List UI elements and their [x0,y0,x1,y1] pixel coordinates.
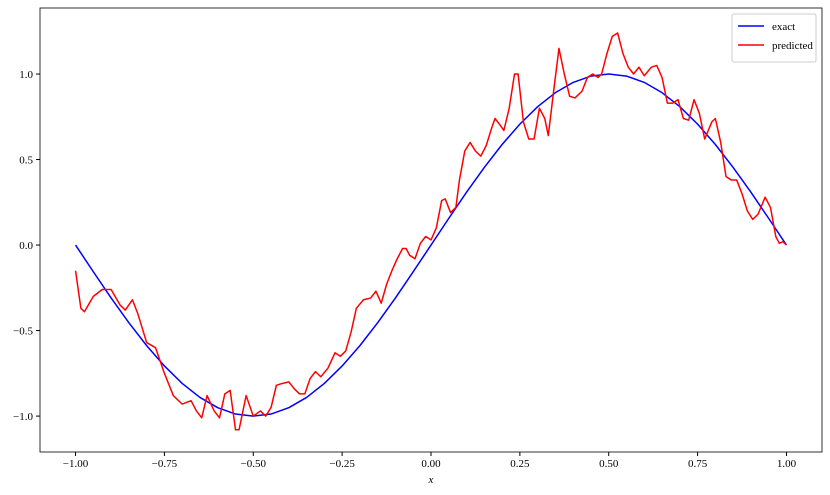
x-tick-label: 0.50 [599,458,619,470]
legend-label: exact [772,21,795,33]
x-tick-label: −1.00 [63,458,89,470]
plot-frame [39,7,823,453]
x-tick-label: −0.25 [329,458,355,470]
series-line [74,32,787,431]
y-tick-label: 0.0 [19,240,33,252]
legend-label: predicted [772,40,813,52]
y-tick-label: −1.0 [13,411,33,423]
x-tick-label: 0.25 [510,458,530,470]
y-tick-label: 0.5 [19,155,33,167]
series-line [74,73,788,417]
x-tick-label: 1.00 [777,458,797,470]
x-axis-label: x [428,474,434,486]
x-tick-label: −0.50 [241,458,267,470]
y-tick-label: 1.0 [19,69,33,81]
x-tick-label: 0.75 [688,458,708,470]
x-tick-label: −0.75 [152,458,178,470]
y-tick-label: −0.5 [13,326,33,338]
x-tick-label: 0.00 [421,458,441,470]
